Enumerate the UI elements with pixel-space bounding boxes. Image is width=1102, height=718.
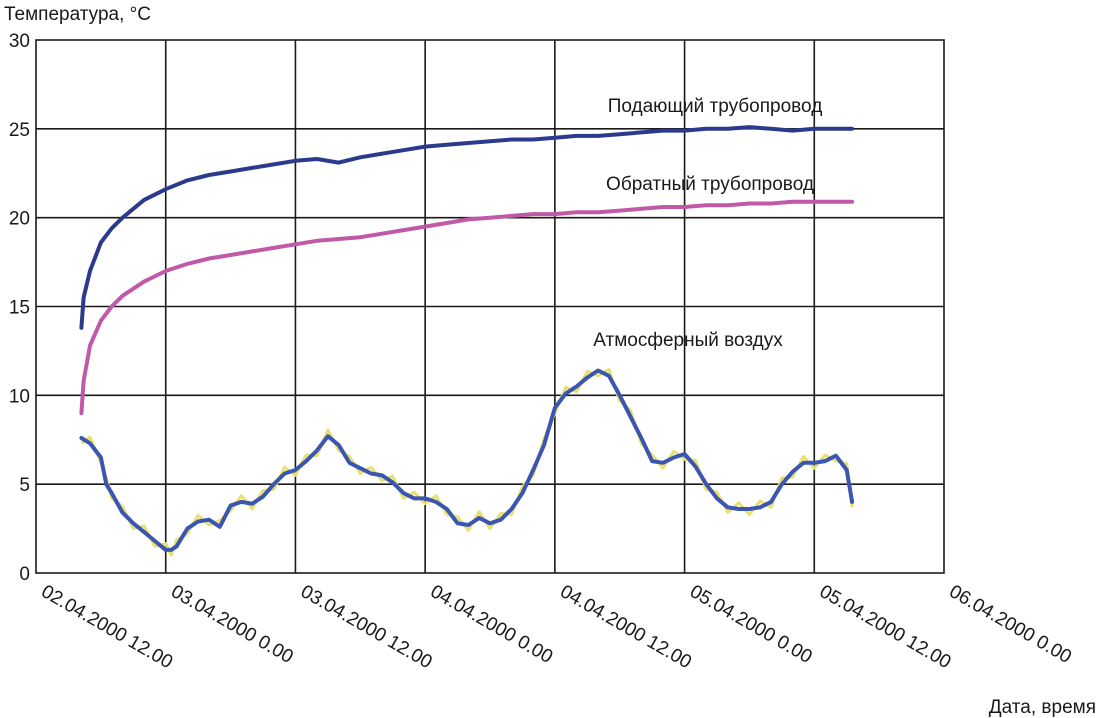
series-labels: Подающий трубопровод Обратный трубопровод… — [593, 96, 822, 351]
y-tick-label: 15 — [9, 298, 30, 319]
grid — [36, 40, 944, 573]
x-tick-label: 02.04.2000 12.00 — [38, 581, 177, 673]
x-axis-label: Дата, время — [989, 697, 1096, 718]
series-layer — [79, 125, 855, 557]
y-tick-label: 0 — [19, 564, 30, 585]
y-axis-label: Температура, °C — [4, 4, 151, 25]
series-label: Атмосферный воздух — [593, 330, 783, 351]
y-tick-label: 10 — [9, 386, 30, 407]
series-line — [79, 125, 855, 330]
series-raw-line — [80, 368, 854, 557]
y-tick-label: 20 — [9, 209, 30, 230]
x-tick-label: 06.04.2000 0.00 — [946, 581, 1075, 668]
x-tick-label: 03.04.2000 12.00 — [297, 581, 436, 673]
x-tick-label: 04.04.2000 0.00 — [427, 581, 556, 668]
series-label: Подающий трубопровод — [608, 96, 823, 117]
x-tick-label: 03.04.2000 0.00 — [167, 581, 296, 668]
series-label: Обратный трубопровод — [606, 174, 814, 195]
x-tick-label: 04.04.2000 12.00 — [556, 581, 695, 673]
series-line — [79, 368, 855, 552]
x-tick-label: 05.04.2000 12.00 — [816, 581, 955, 673]
x-tick-label: 05.04.2000 0.00 — [686, 581, 815, 668]
y-tick-label: 30 — [9, 31, 30, 52]
y-tick-label: 25 — [9, 120, 30, 141]
y-axis-ticks: 0 5 10 15 20 25 30 — [9, 31, 30, 585]
y-tick-label: 5 — [19, 475, 30, 496]
series-line — [79, 199, 855, 416]
